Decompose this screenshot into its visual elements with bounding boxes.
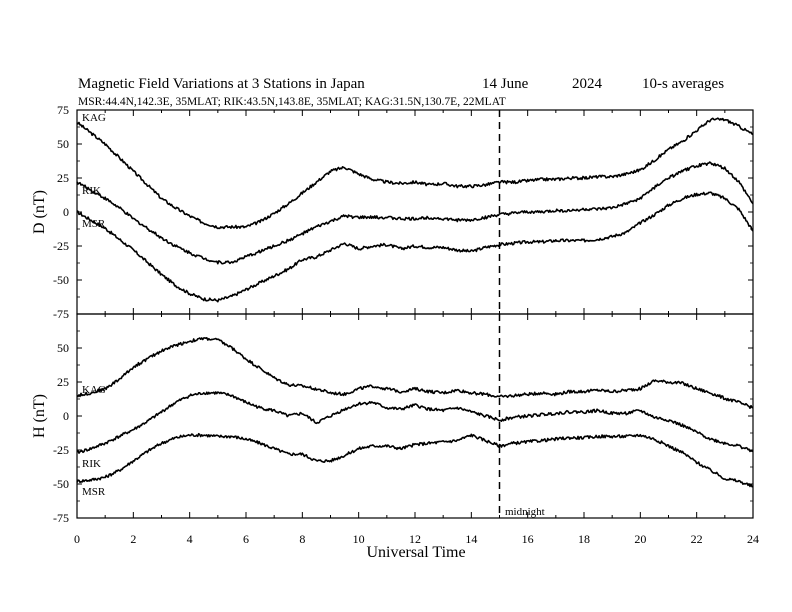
series-label-kag: KAG — [82, 384, 106, 396]
series-line-rik — [76, 161, 754, 265]
chart-panels: 75 50 25 0 -25 -50 -75 D (nT) KAG RIK MSR 50 25 0 -25 -… — [31, 103, 759, 546]
y-tick-label: 25 — [57, 171, 69, 185]
chart-subtitle: MSR:44.4N,142.3E, 35MLAT; RIK:43.5N,143.… — [78, 96, 506, 108]
x-tick-label: 8 — [299, 532, 305, 546]
x-tick-label: 22 — [691, 532, 703, 546]
series-label-rik: RIK — [82, 458, 101, 470]
series-line-msr — [76, 191, 754, 303]
midnight-annotation: midnight — [505, 506, 545, 518]
y-axis-label: H (nT) — [31, 394, 48, 438]
series-label-msr: MSR — [82, 218, 106, 230]
x-tick-label: 0 — [74, 532, 80, 546]
series-line-rik — [76, 391, 754, 454]
chart-title-main: Magnetic Field Variations at 3 Stations … — [78, 76, 365, 92]
series-label-msr: MSR — [82, 486, 106, 498]
y-tick-label: -50 — [53, 273, 69, 287]
panel-d: 75 50 25 0 -25 -50 -75 D (nT) KAG RIK MSR — [31, 103, 754, 321]
series-line-kag — [76, 337, 754, 409]
y-tick-label: 50 — [57, 137, 69, 151]
x-tick-label: 16 — [522, 532, 534, 546]
x-tick-label: 14 — [465, 532, 477, 546]
series-line-msr — [76, 432, 753, 488]
x-tick-label: 20 — [634, 532, 646, 546]
chart-title-note: 10-s averages — [642, 76, 724, 92]
y-tick-label: -50 — [53, 477, 69, 491]
y-tick-label: 0 — [63, 205, 69, 219]
chart-title: Magnetic Field Variations at 3 Stations … — [78, 76, 724, 108]
series-line-kag — [76, 117, 754, 230]
x-tick-label: 4 — [187, 532, 193, 546]
x-tick-label: 24 — [747, 532, 759, 546]
x-tick-label: 10 — [353, 532, 365, 546]
series-label-rik: RIK — [82, 185, 101, 197]
x-tick-label: 12 — [409, 532, 421, 546]
x-axis-label: Universal Time — [366, 544, 465, 561]
y-tick-label: 75 — [57, 103, 69, 117]
y-tick-label: 25 — [57, 375, 69, 389]
y-tick-label: -75 — [53, 307, 69, 321]
x-tick-label: 18 — [578, 532, 590, 546]
chart-title-year: 2024 — [572, 76, 603, 92]
plot-frame — [76, 109, 754, 315]
y-axis-label: D (nT) — [31, 190, 48, 234]
x-tick-label: 2 — [130, 532, 136, 546]
y-tick-label: 0 — [63, 409, 69, 423]
y-tick-label: -25 — [53, 239, 69, 253]
y-tick-label: -25 — [53, 443, 69, 457]
y-tick-label: -75 — [53, 511, 69, 525]
y-tick-label: 50 — [57, 341, 69, 355]
series-label-kag: KAG — [82, 112, 106, 124]
chart-title-date: 14 June — [482, 76, 529, 92]
x-tick-label: 6 — [243, 532, 249, 546]
